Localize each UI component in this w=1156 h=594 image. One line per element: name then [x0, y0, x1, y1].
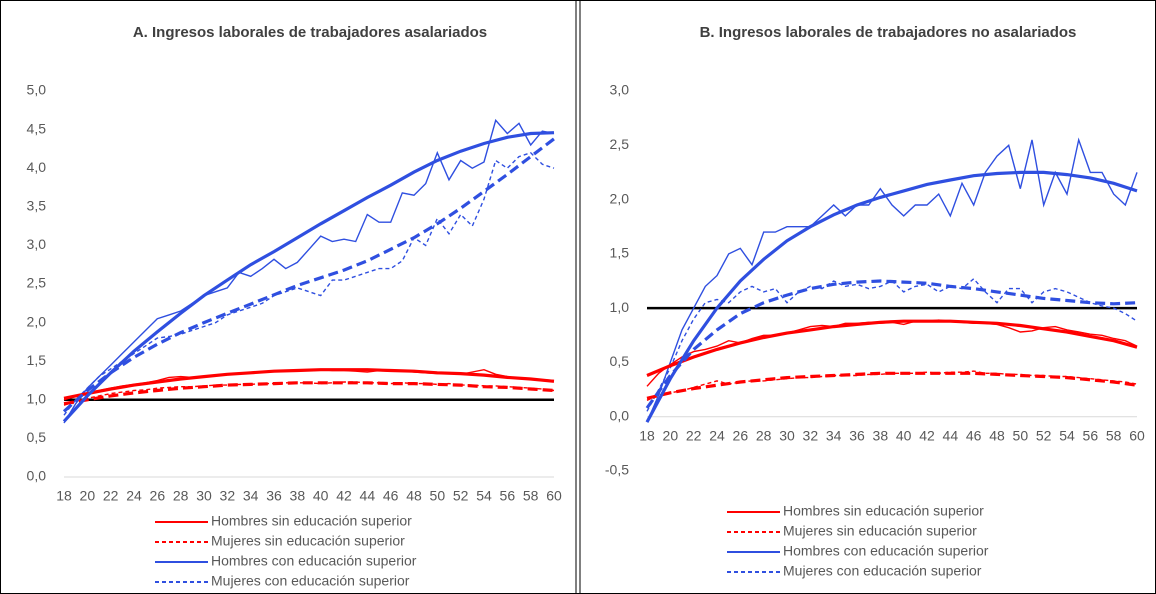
y-tick-label: 1,0 — [610, 299, 630, 315]
x-tick-label: 40 — [896, 427, 912, 443]
x-tick-label: 58 — [1106, 427, 1122, 443]
y-tick-label: 0,5 — [27, 429, 47, 445]
x-tick-label: 54 — [476, 488, 492, 504]
series-line — [63, 152, 555, 416]
x-tick-label: 20 — [663, 427, 679, 443]
x-tick-label: 44 — [360, 488, 376, 504]
x-tick-label: 24 — [709, 427, 725, 443]
x-tick-label: 34 — [243, 488, 259, 504]
x-tick-label: 22 — [686, 427, 702, 443]
y-tick-label: 4,0 — [27, 159, 47, 175]
x-tick-label: 44 — [943, 427, 959, 443]
x-tick-label: 34 — [826, 427, 842, 443]
x-tick-label: 38 — [873, 427, 889, 443]
y-tick-label: 1,5 — [610, 245, 630, 261]
trend-line — [645, 279, 1138, 409]
x-tick-label: 32 — [803, 427, 819, 443]
y-tick-label: -0,5 — [605, 462, 629, 478]
x-tick-label: 32 — [220, 488, 236, 504]
legend-label: Mujeres sin educación superior — [211, 533, 405, 549]
trend-line — [62, 131, 555, 423]
x-tick-label: 24 — [126, 488, 142, 504]
x-tick-label: 60 — [546, 488, 562, 504]
x-tick-label: 50 — [430, 488, 446, 504]
trend-line — [646, 319, 1138, 377]
x-tick-label: 46 — [383, 488, 399, 504]
y-tick-label: 0,0 — [610, 407, 630, 423]
legend-label: Hombres con educación superior — [783, 543, 989, 559]
chart-title: A. Ingresos laborales de trabajadores as… — [133, 24, 487, 41]
y-tick-label: 0,5 — [610, 353, 630, 369]
y-tick-label: 0,0 — [27, 468, 47, 484]
y-tick-label: 3,0 — [27, 236, 47, 252]
x-tick-label: 36 — [266, 488, 282, 504]
x-tick-label: 30 — [779, 427, 795, 443]
x-tick-label: 50 — [1013, 427, 1029, 443]
trend-line — [646, 371, 1138, 400]
x-tick-label: 58 — [523, 488, 539, 504]
y-tick-label: 1,5 — [27, 352, 47, 368]
trend-line — [63, 368, 555, 400]
x-tick-label: 26 — [733, 427, 749, 443]
chart-title: B. Ingresos laborales de trabajadores no… — [700, 24, 1077, 41]
y-tick-label: 2,0 — [27, 313, 47, 329]
x-tick-label: 52 — [1036, 427, 1052, 443]
x-tick-label: 36 — [849, 427, 865, 443]
y-tick-label: 4,5 — [27, 120, 47, 136]
y-tick-label: 3,0 — [610, 82, 630, 98]
x-tick-label: 42 — [919, 427, 935, 443]
legend-label: Hombres sin educación superior — [211, 513, 412, 529]
x-tick-label: 28 — [173, 488, 189, 504]
trend-line — [645, 170, 1138, 423]
legend-label: Mujeres con educación superior — [783, 563, 982, 579]
x-tick-label: 54 — [1059, 427, 1075, 443]
trend-line — [63, 381, 555, 406]
x-tick-label: 56 — [500, 488, 516, 504]
legend-label: Mujeres con educación superior — [211, 573, 410, 589]
x-tick-label: 26 — [150, 488, 166, 504]
legend-label: Hombres con educación superior — [211, 553, 417, 569]
x-tick-label: 20 — [80, 488, 96, 504]
y-tick-label: 2,5 — [27, 275, 47, 291]
x-tick-label: 30 — [196, 488, 212, 504]
y-tick-label: 5,0 — [27, 82, 47, 98]
y-tick-label: 2,5 — [610, 136, 630, 152]
series-line — [63, 118, 555, 424]
x-tick-label: 48 — [406, 488, 422, 504]
x-tick-label: 52 — [453, 488, 469, 504]
y-tick-label: 2,0 — [610, 190, 630, 206]
legend-label: Hombres sin educación superior — [783, 503, 984, 519]
legend-label: Mujeres sin educación superior — [783, 523, 977, 539]
x-tick-label: 22 — [103, 488, 119, 504]
x-tick-label: 42 — [336, 488, 352, 504]
y-tick-label: 1,0 — [27, 391, 47, 407]
x-tick-label: 28 — [756, 427, 772, 443]
series-line — [646, 370, 1138, 402]
x-tick-label: 48 — [989, 427, 1005, 443]
x-tick-label: 56 — [1083, 427, 1099, 443]
x-tick-label: 60 — [1129, 427, 1145, 443]
y-tick-label: 3,5 — [27, 198, 47, 214]
x-tick-label: 40 — [313, 488, 329, 504]
x-tick-label: 18 — [56, 488, 72, 504]
x-tick-label: 38 — [290, 488, 306, 504]
trend-line — [62, 137, 555, 413]
x-tick-label: 18 — [639, 427, 655, 443]
x-tick-label: 46 — [966, 427, 982, 443]
